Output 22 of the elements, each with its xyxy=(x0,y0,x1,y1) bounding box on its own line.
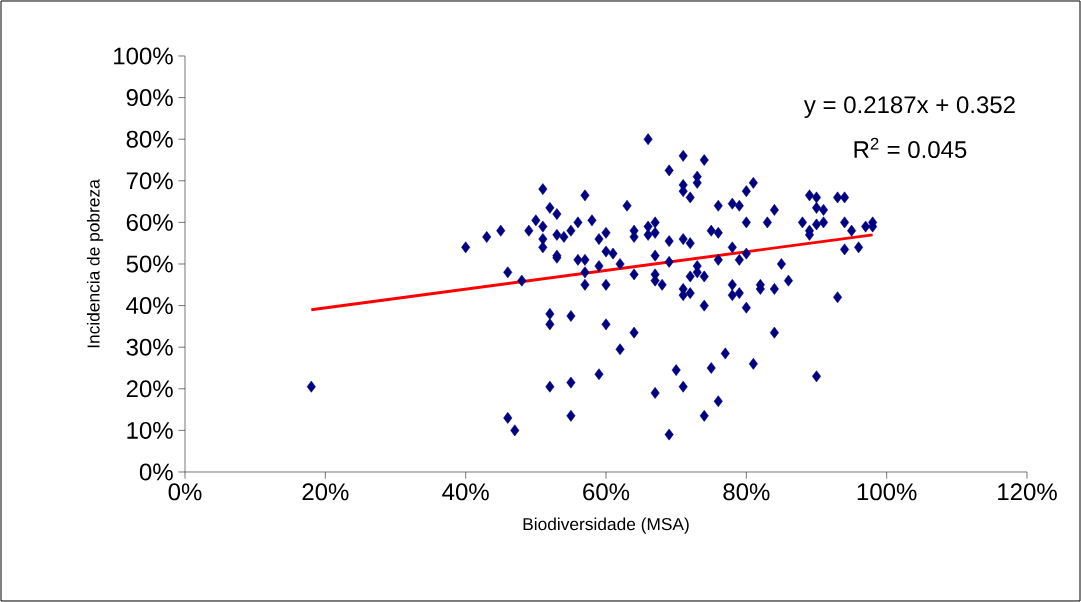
y-tick-label: 70% xyxy=(126,172,173,190)
x-tick-label: 120% xyxy=(998,483,1057,501)
y-tick-label: 40% xyxy=(126,297,173,315)
y-tick-label: 100% xyxy=(114,47,173,65)
y-tick-label: 20% xyxy=(126,380,173,398)
x-tick-label: 20% xyxy=(302,483,349,501)
x-tick-label: 0% xyxy=(168,483,202,501)
annotation: R$^{2}$ = 0.045 xyxy=(854,137,967,159)
y-axis-title: Incidencia de pobreza xyxy=(86,179,104,348)
y-tick-label: 30% xyxy=(126,338,173,356)
x-tick-label: 100% xyxy=(857,483,917,501)
x-tick-label: 60% xyxy=(583,483,630,501)
y-tick-label: 50% xyxy=(126,255,173,273)
x-tick-label: 80% xyxy=(723,483,770,501)
y-tick-label: 10% xyxy=(127,421,173,439)
x-tick-label: 40% xyxy=(442,483,489,501)
y-tick-label: 90% xyxy=(126,89,173,107)
x-axis-title: Biodiversidade (MSA) xyxy=(523,517,689,534)
annotation: y = 0.2187x + 0.352 xyxy=(803,96,1015,119)
y-tick-label: 0% xyxy=(139,463,173,481)
y-tick-label: 60% xyxy=(126,213,173,231)
y-tick-label: 80% xyxy=(126,130,173,148)
